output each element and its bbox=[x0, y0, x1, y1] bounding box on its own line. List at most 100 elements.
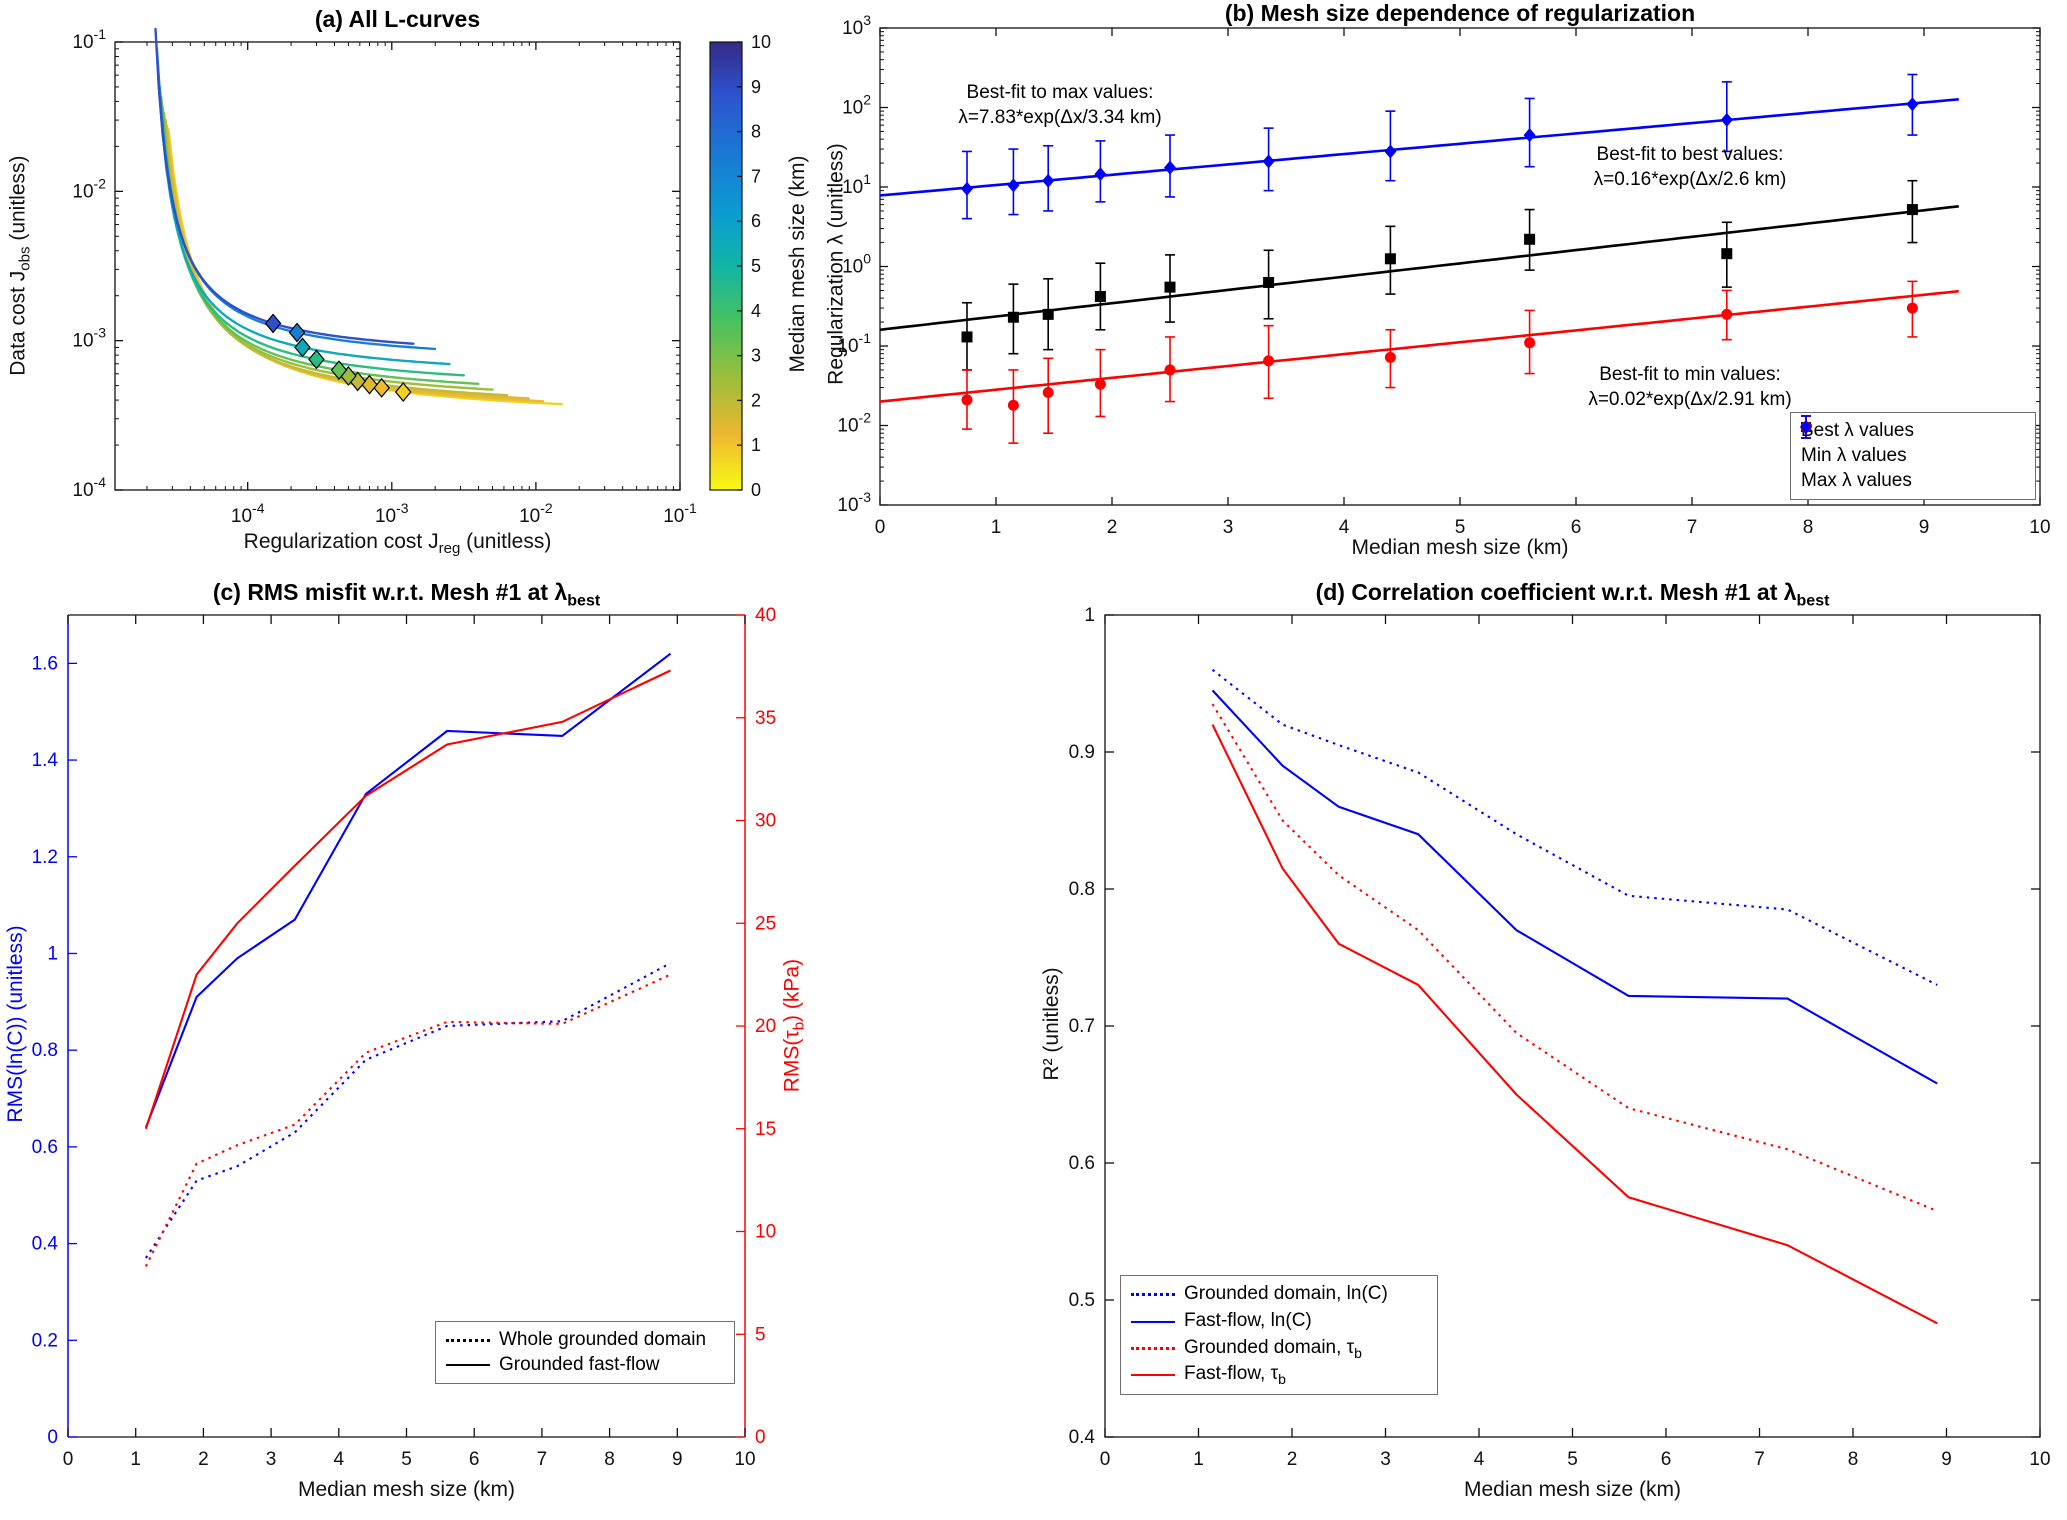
svg-text:0: 0 bbox=[1100, 1449, 1111, 1470]
svg-text:10-4: 10-4 bbox=[231, 500, 265, 527]
series-grounded-lnC bbox=[145, 962, 671, 1259]
svg-text:0.4: 0.4 bbox=[1069, 1427, 1096, 1448]
lcurve-mesh-1.45 bbox=[164, 118, 530, 400]
svg-text:9: 9 bbox=[751, 77, 761, 97]
svg-text:10-1: 10-1 bbox=[837, 330, 871, 357]
svg-text:8: 8 bbox=[1803, 517, 1814, 538]
label-sub: b bbox=[1278, 1371, 1286, 1388]
legend-item-fastflow-taub: Fast-flow, τb bbox=[1131, 1363, 1427, 1387]
xlabel-sub: reg bbox=[438, 540, 461, 558]
svg-text:4: 4 bbox=[751, 301, 761, 321]
svg-text:7: 7 bbox=[537, 1449, 548, 1470]
annotation-min-fit: Best-fit to min values: λ=0.02*exp(Δx/2.… bbox=[1520, 362, 1860, 412]
svg-text:2: 2 bbox=[1287, 1449, 1298, 1470]
lcurve-mesh-5.6 bbox=[157, 75, 451, 366]
panel-c-title-text: (c) RMS misfit w.r.t. Mesh #1 at λ bbox=[212, 579, 568, 605]
svg-text:10-3: 10-3 bbox=[375, 500, 409, 527]
fit-line-min bbox=[879, 289, 1959, 403]
legend-label-fastflow-taub: Fast-flow, τb bbox=[1184, 1363, 1286, 1387]
panel-d-title: (d) Correlation coefficient w.r.t. Mesh … bbox=[1105, 579, 2040, 611]
panel-c: 0 1 2 3 4 5 6 7 8 9 10 0 0.2 0.4 0.6 0.8 1 1.2 1.4 1.6 0 5 10 1… bbox=[0, 575, 808, 1520]
svg-text:0: 0 bbox=[755, 1427, 766, 1448]
ylabel-sub: obs bbox=[16, 246, 34, 271]
svg-text:0.6: 0.6 bbox=[32, 1137, 58, 1158]
svg-text:5: 5 bbox=[1455, 517, 1466, 538]
svg-text:10-2: 10-2 bbox=[519, 500, 553, 527]
annotation-max-line1: Best-fit to max values: bbox=[966, 82, 1154, 103]
lcurves bbox=[154, 27, 563, 406]
svg-text:9: 9 bbox=[672, 1449, 683, 1470]
svg-text:4: 4 bbox=[1339, 517, 1350, 538]
panel-b-ylabel: Regularization λ (unitless) bbox=[825, 26, 849, 503]
annotation-best-fit: Best-fit to best values: λ=0.16*exp(Δx/2… bbox=[1520, 142, 1860, 192]
best-lambda-marker-mesh-8.9 bbox=[264, 313, 282, 334]
axes-c: 0 1 2 3 4 5 6 7 8 9 1000.20.40.60.811.21.41.605101… bbox=[32, 605, 777, 1470]
panel-c-plot: 0 1 2 3 4 5 6 7 8 9 1000.20.40.60.811.21.41.605101… bbox=[32, 605, 777, 1470]
ylabel-post: (unitless) bbox=[6, 155, 30, 247]
label-pre: Grounded domain, ln(C) bbox=[1184, 1283, 1388, 1304]
axes-a: 10-4 10-3 10-2 10-1 10-4 10-3 10-2 10-1 bbox=[72, 26, 697, 527]
legend-label-grounded-lnC: Grounded domain, ln(C) bbox=[1184, 1283, 1388, 1307]
svg-text:10-3: 10-3 bbox=[837, 489, 871, 516]
lcurve-mesh-2.5 bbox=[161, 105, 494, 391]
svg-text:5: 5 bbox=[1567, 1449, 1578, 1470]
lcurve-mesh-0.75 bbox=[167, 128, 563, 406]
panel-b-plot: 0 1 2 3 4 5 6 7 8 9 10 10-3 10-2 10-1 100 101 102 103 bbox=[837, 12, 2050, 538]
panel-d: 0 1 2 3 4 5 6 7 8 9 10 0.4 0.5 0.6 0.7 0.8 0.9 1 (d) Corr… bbox=[820, 575, 2067, 1520]
svg-text:25: 25 bbox=[755, 913, 776, 934]
svg-text:2: 2 bbox=[198, 1449, 209, 1470]
lcurve-mesh-7.3 bbox=[155, 47, 437, 351]
svg-text:2: 2 bbox=[751, 390, 761, 410]
svg-text:7: 7 bbox=[1754, 1449, 1765, 1470]
panel-b-xlabel: Median mesh size (km) bbox=[880, 536, 2040, 560]
ylabel-text: Regularization λ (unitless) bbox=[824, 143, 848, 385]
label-pre: Grounded domain, τ bbox=[1184, 1336, 1355, 1358]
svg-text:1.4: 1.4 bbox=[32, 750, 59, 771]
legend-label-min: Min λ values bbox=[1801, 445, 1907, 466]
legend-item-min: Min λ values bbox=[1800, 415, 2025, 467]
svg-text:101: 101 bbox=[842, 171, 871, 198]
svg-text:6: 6 bbox=[1571, 517, 1582, 538]
panel-d-title-text: (d) Correlation coefficient w.r.t. Mesh … bbox=[1315, 579, 1797, 605]
panel-b: 0 1 2 3 4 5 6 7 8 9 10 10-3 10-2 10-1 100 101 102 103 (b)… bbox=[820, 0, 2067, 575]
svg-text:10-1: 10-1 bbox=[663, 500, 697, 527]
svg-text:2: 2 bbox=[1107, 517, 1118, 538]
legend-b: Best λ values Min λ values Max λ values bbox=[1790, 412, 2036, 500]
legend-label-best: Best λ values bbox=[1801, 420, 1914, 441]
svg-text:0.8: 0.8 bbox=[1069, 879, 1095, 900]
legend-item-max: Max λ values bbox=[1800, 415, 2025, 492]
legend-label-grounded: Whole grounded domain bbox=[499, 1329, 707, 1350]
legend-label-grounded-taub: Grounded domain, τb bbox=[1184, 1337, 1362, 1361]
legend-d: Grounded domain, ln(C) Fast-flow, ln(C) … bbox=[1120, 1275, 1438, 1396]
annotation-max-line2: λ=7.83*exp(Δx/3.34 km) bbox=[958, 107, 1162, 128]
svg-text:10-2: 10-2 bbox=[837, 410, 871, 437]
legend-item-grounded-lnC: Grounded domain, ln(C) bbox=[1131, 1283, 1427, 1307]
axes-b: 0 1 2 3 4 5 6 7 8 9 10 10-3 10-2 10-1 100 101 102 103 bbox=[837, 12, 2050, 538]
svg-text:3: 3 bbox=[751, 346, 761, 366]
fit-line-best bbox=[879, 205, 1959, 332]
svg-text:0: 0 bbox=[47, 1427, 58, 1448]
svg-text:0.4: 0.4 bbox=[32, 1234, 59, 1255]
svg-text:1: 1 bbox=[47, 943, 58, 964]
svg-text:20: 20 bbox=[755, 1016, 776, 1037]
svg-text:10-1: 10-1 bbox=[72, 26, 106, 53]
svg-text:1: 1 bbox=[1193, 1449, 1204, 1470]
best-lambda-marker-mesh-7.3 bbox=[288, 322, 306, 343]
series-best bbox=[879, 179, 1959, 371]
svg-text:0.8: 0.8 bbox=[32, 1040, 58, 1061]
svg-text:5: 5 bbox=[401, 1449, 412, 1470]
solid-line-sample bbox=[446, 1364, 490, 1366]
panel-d-xlabel: Median mesh size (km) bbox=[1105, 1478, 2040, 1502]
svg-text:7: 7 bbox=[1687, 517, 1698, 538]
svg-text:9: 9 bbox=[1919, 517, 1930, 538]
red-dotted-line-sample bbox=[1131, 1346, 1175, 1350]
legend-item-best: Best λ values bbox=[1801, 415, 2025, 442]
panel-b-title: (b) Mesh size dependence of regularizati… bbox=[880, 0, 2040, 32]
legend-item-grounded-taub: Grounded domain, τb bbox=[1131, 1337, 1427, 1361]
errorbar-diamond-glyph bbox=[1800, 415, 1812, 439]
svg-text:30: 30 bbox=[755, 811, 776, 832]
best-lambda-marker-mesh-3.35 bbox=[330, 360, 348, 381]
legend-label-fastflow: Grounded fast-flow bbox=[499, 1354, 660, 1375]
red-solid-line-sample bbox=[1131, 1374, 1175, 1377]
